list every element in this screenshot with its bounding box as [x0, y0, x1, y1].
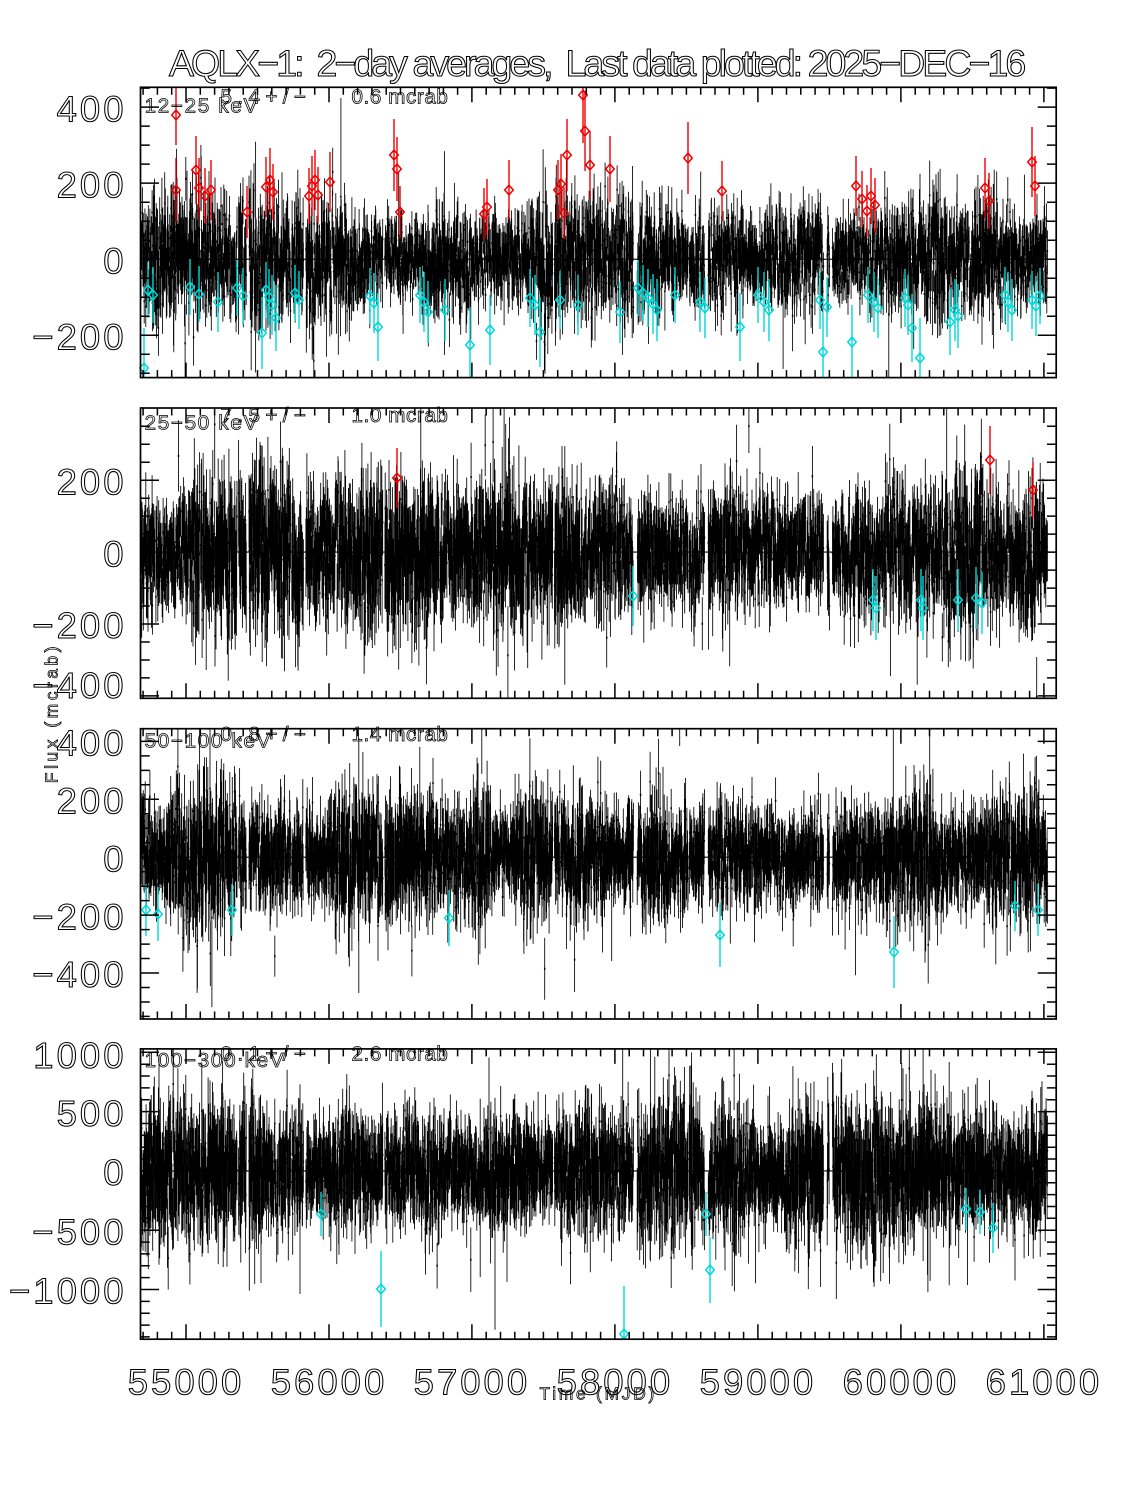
svg-text:0: 0	[103, 838, 126, 879]
svg-text:0.6 mcrab: 0.6 mcrab	[352, 86, 449, 109]
svg-text:−500: −500	[32, 1211, 126, 1252]
svg-text:5.4+/−: 5.4+/−	[221, 86, 312, 109]
svg-text:60000: 60000	[843, 1362, 960, 1403]
svg-text:200: 200	[57, 461, 127, 502]
svg-text:−400: −400	[32, 954, 126, 995]
svg-text:7.5+/−: 7.5+/−	[221, 404, 312, 427]
svg-text:58000: 58000	[557, 1362, 674, 1403]
svg-text:Flux (mcrab): Flux (mcrab)	[42, 643, 62, 783]
svg-text:50−100 keV: 50−100 keV	[145, 730, 273, 753]
svg-text:1000: 1000	[33, 1035, 126, 1076]
svg-text:2.6 mcrab: 2.6 mcrab	[352, 1043, 449, 1066]
svg-text:AQLX−1: 2−day averages, Last: AQLX−1: 2−day averages, Last data plotte…	[169, 42, 1025, 84]
svg-text:0: 0	[103, 1152, 126, 1193]
svg-text:0.1+/−: 0.1+/−	[221, 1043, 312, 1066]
svg-text:0: 0	[103, 533, 126, 574]
svg-text:−200: −200	[32, 316, 126, 357]
svg-text:400: 400	[57, 723, 127, 764]
svg-text:12−25 keV: 12−25 keV	[145, 95, 259, 118]
svg-text:1.0 mcrab: 1.0 mcrab	[352, 404, 449, 427]
svg-text:−200: −200	[32, 896, 126, 937]
svg-text:500: 500	[57, 1093, 127, 1134]
svg-text:−1000: −1000	[9, 1271, 127, 1312]
svg-text:1.4 mcrab: 1.4 mcrab	[352, 723, 449, 746]
svg-text:Time (MJD): Time (MJD)	[540, 1384, 658, 1404]
svg-text:59000: 59000	[700, 1362, 817, 1403]
svg-text:0.8+/−: 0.8+/−	[221, 723, 312, 746]
svg-text:61000: 61000	[986, 1362, 1103, 1403]
svg-text:57000: 57000	[414, 1362, 531, 1403]
svg-text:56000: 56000	[271, 1362, 388, 1403]
svg-text:55000: 55000	[128, 1362, 245, 1403]
svg-text:−400: −400	[32, 665, 126, 706]
svg-text:200: 200	[57, 164, 127, 205]
svg-text:0: 0	[103, 240, 126, 281]
svg-text:25−50 keV: 25−50 keV	[145, 411, 259, 434]
svg-text:400: 400	[57, 88, 127, 129]
svg-text:200: 200	[57, 781, 127, 822]
svg-text:100−300 keV: 100−300 keV	[145, 1049, 286, 1072]
svg-text:−200: −200	[32, 605, 126, 646]
